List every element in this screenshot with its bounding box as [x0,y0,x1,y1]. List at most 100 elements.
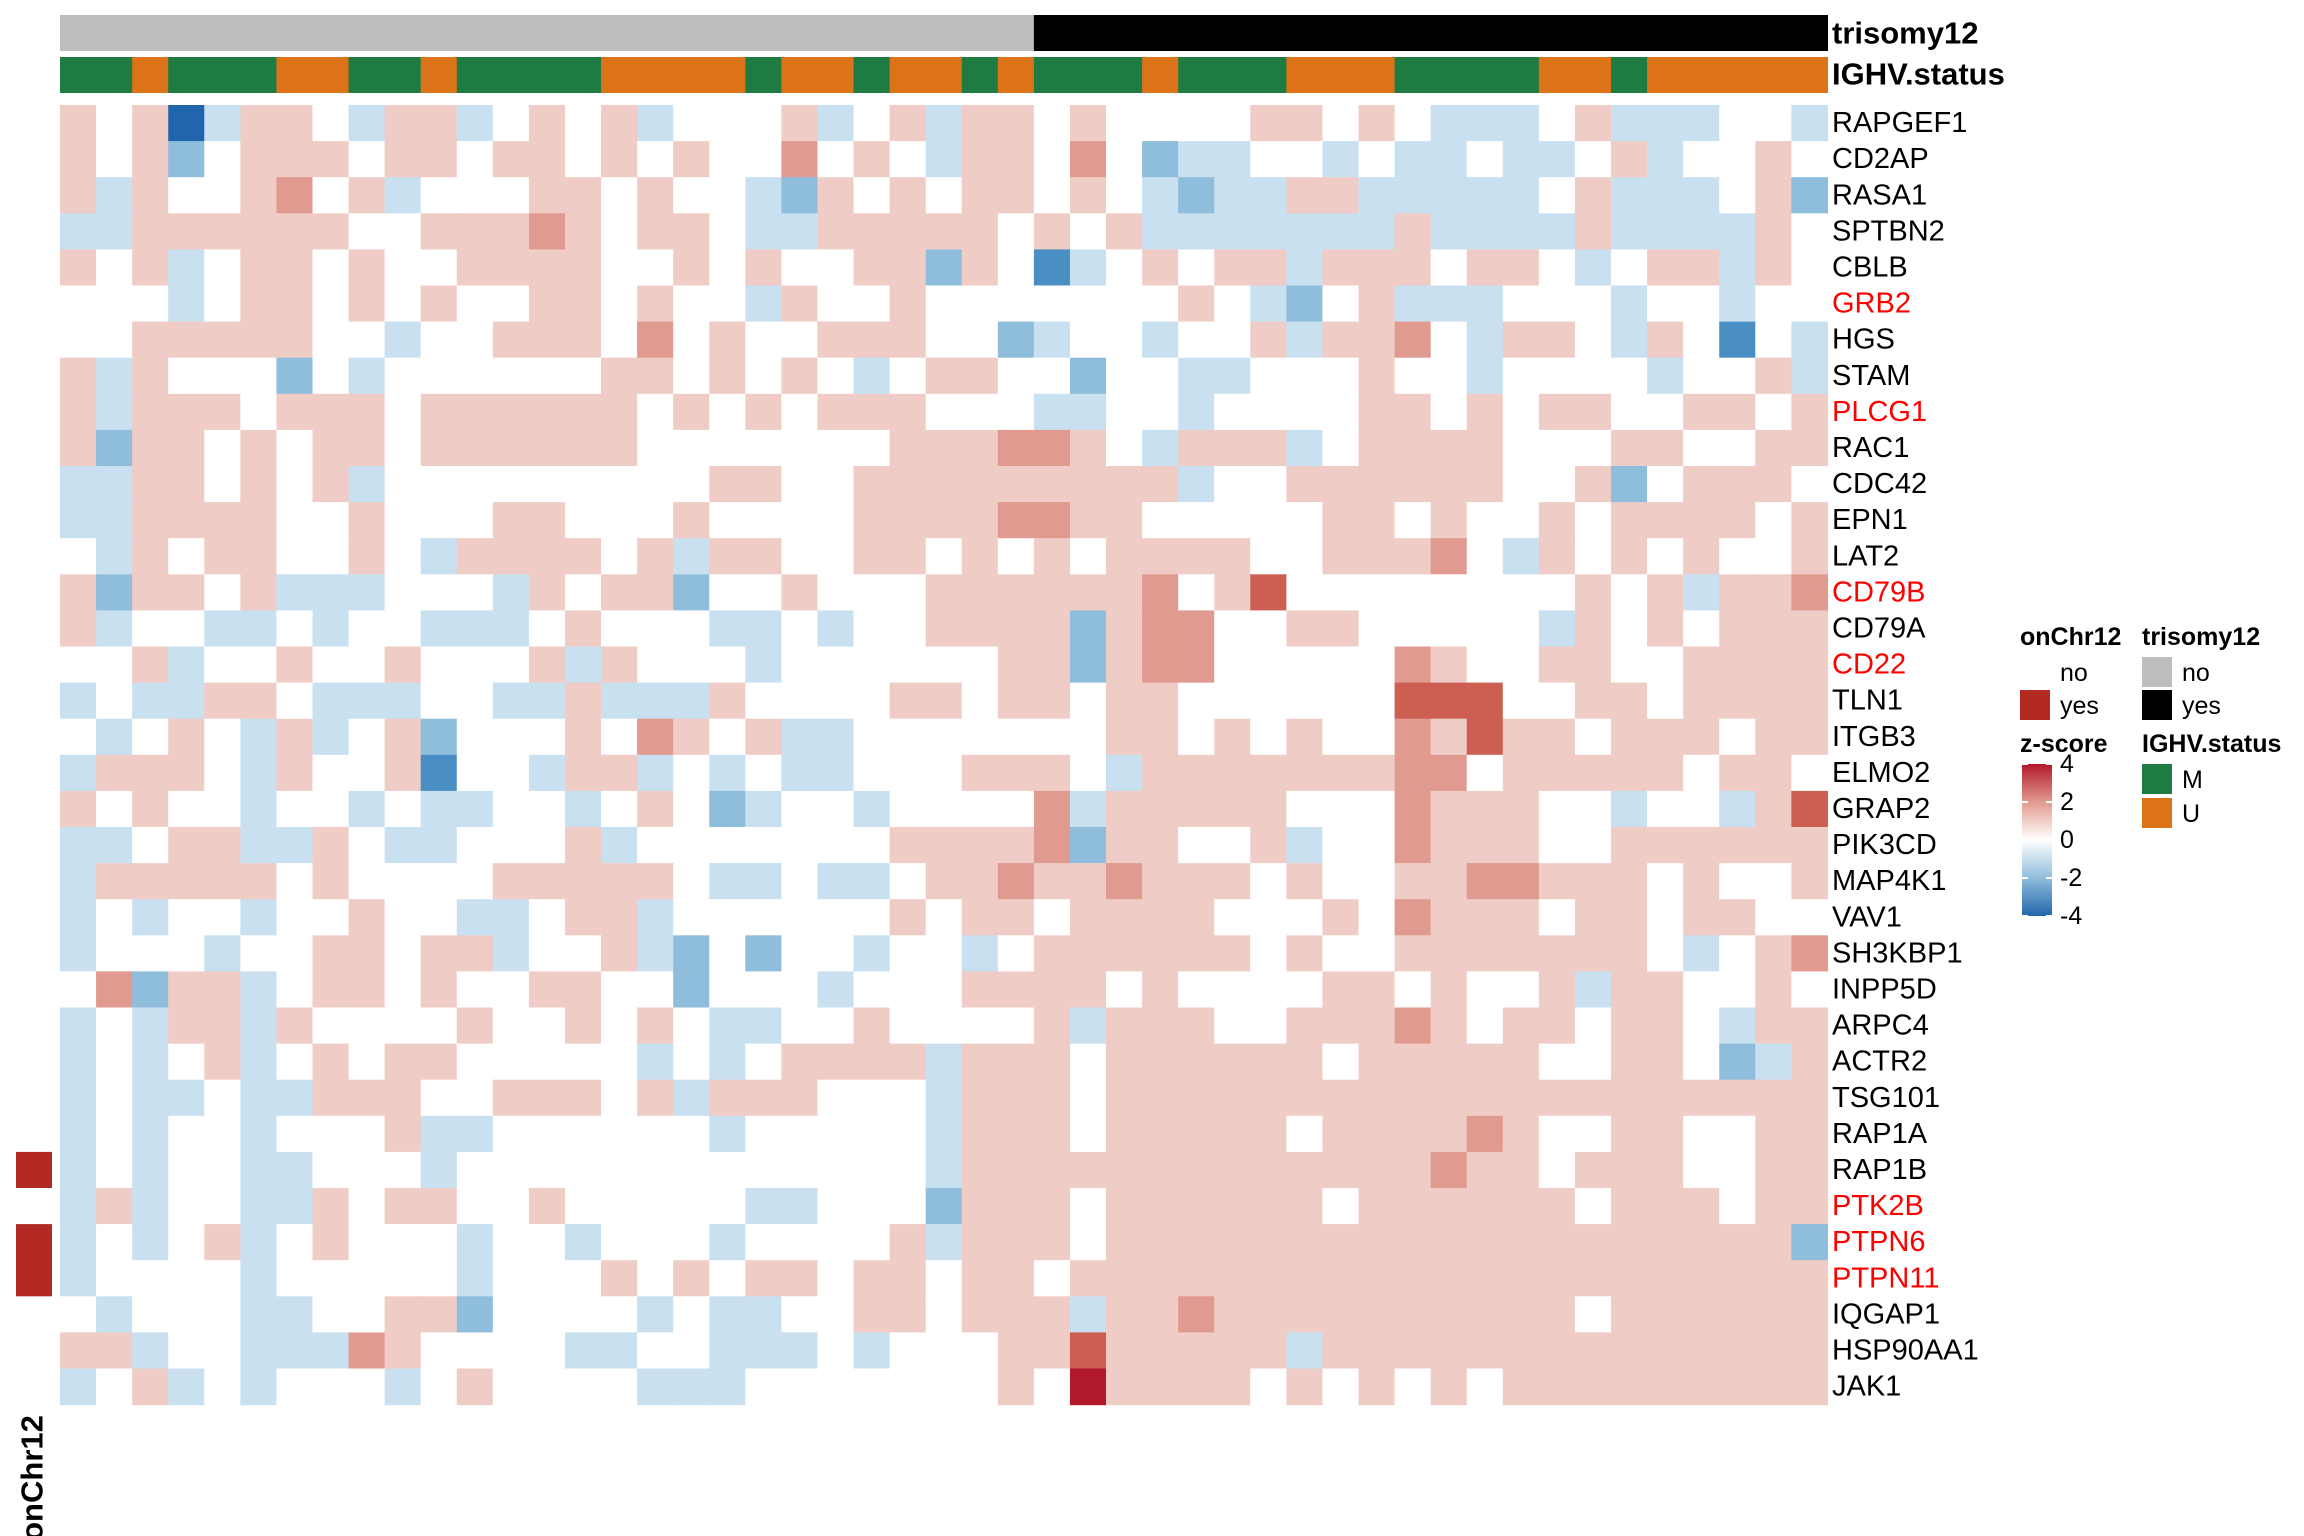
heatmap-cell [1538,646,1576,684]
heatmap-cell [168,393,205,431]
heatmap-cell [168,321,205,359]
heatmap-cell [456,1332,494,1370]
heatmap-cell [132,899,169,936]
heatmap-cell [1647,1079,1684,1117]
heatmap-cell [1322,285,1360,323]
heatmap-cell [96,1151,133,1189]
heatmap-cell [745,574,782,611]
heatmap-cell [1719,357,1756,395]
heatmap-cell [564,1260,602,1297]
heatmap-cell [492,249,530,287]
heatmap-cell [492,1368,530,1406]
heatmap-cell [348,105,386,142]
heatmap-cell [889,429,927,467]
heatmap-cell [1791,1043,1829,1081]
heatmap-cell [709,1043,746,1081]
heatmap-cell [601,105,638,142]
heatmap-cell [1466,574,1504,611]
heatmap-cell [745,502,782,539]
onchr12-cell [16,502,52,539]
heatmap-cell [637,899,674,936]
heatmap-cell [709,790,746,828]
heatmap-cell [1069,538,1107,575]
heatmap-cell [1358,1043,1396,1081]
heatmap-cell [96,1043,133,1081]
heatmap-cell [853,682,891,720]
heatmap-cell [1791,357,1829,395]
heatmap-cell [1214,141,1251,178]
heatmap-cell [384,249,422,287]
heatmap-cell [276,429,314,467]
heatmap-cell [1214,574,1251,611]
heatmap-cell [1755,538,1792,575]
heatmap-cell [132,466,169,503]
heatmap-cell [1286,1151,1324,1189]
heatmap-cell [204,1368,241,1406]
heatmap-cell [384,899,422,936]
trisomy12-cell [204,15,241,51]
heatmap-cell [1214,827,1251,864]
heatmap-cell [456,1151,494,1189]
heatmap-cell [1538,141,1576,178]
heatmap-cell [637,1224,674,1261]
heatmap-cell [1250,466,1287,503]
heatmap-cell [420,1079,458,1117]
heatmap-cell [709,682,746,720]
heatmap-cell [745,682,782,720]
heatmap-cell [60,213,97,250]
trisomy12-legend-label-yes: yes [2182,692,2221,720]
heatmap-cell [1611,827,1648,864]
heatmap-cell [348,574,386,611]
heatmap-cell [601,790,638,828]
heatmap-cell [1250,538,1287,575]
heatmap-cell [60,1188,97,1225]
heatmap-cell [528,1332,566,1370]
heatmap-cell [1755,1296,1792,1333]
heatmap-cell [1358,105,1396,142]
heatmap-cell [240,574,278,611]
ighv-cell [564,57,602,93]
heatmap-cell [1106,466,1143,503]
heatmap-cell [384,1188,422,1225]
heatmap-cell [60,971,97,1009]
heatmap-cell [276,177,314,214]
heatmap-cell [96,213,133,250]
heatmap-cell [1719,1224,1756,1261]
onchr12-track [16,105,52,1406]
heatmap-cell [204,1007,241,1045]
heatmap-cell [564,285,602,323]
heatmap-cell [1178,1151,1215,1189]
heatmap-cell [709,646,746,684]
heatmap-cell [564,718,602,756]
heatmap-cell [601,357,638,395]
heatmap-cell [1069,1296,1107,1333]
heatmap-cell [1574,177,1612,214]
heatmap-cell [96,1296,133,1333]
heatmap-cell [673,393,710,431]
heatmap-cell [1755,863,1792,900]
heatmap-cell [1683,357,1720,395]
heatmap-cell [312,790,350,828]
heatmap-cell [1574,610,1612,648]
heatmap-cell [961,249,999,287]
heatmap-cell [276,466,314,503]
onchr12-cell [16,1296,52,1333]
heatmap-cell [240,1151,278,1189]
heatmap-cell [528,393,566,431]
heatmap-cell [709,935,746,972]
onchr12-cell [16,357,52,395]
heatmap-cell [276,1332,314,1370]
heatmap-cell [132,321,169,359]
heatmap-cell [1394,357,1432,395]
heatmap-cell [817,1043,855,1081]
heatmap-cell [1466,718,1504,756]
heatmap-cell [1322,502,1360,539]
heatmap-cell [1142,141,1179,178]
heatmap-cell [961,538,999,575]
heatmap-cell [1069,1043,1107,1081]
heatmap-cell [601,321,638,359]
heatmap-cell [1394,502,1432,539]
heatmap-cell [1069,429,1107,467]
heatmap-cell [1178,1368,1215,1406]
heatmap-cell [1502,141,1540,178]
